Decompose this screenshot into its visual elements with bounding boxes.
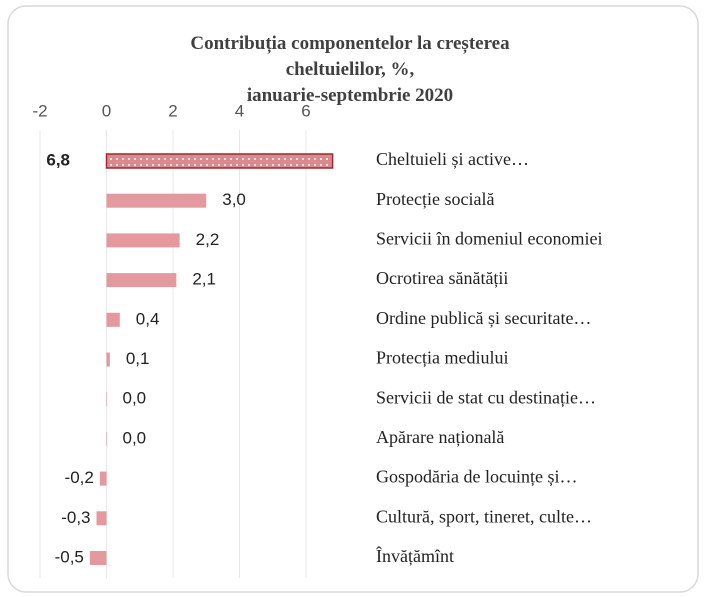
value-label: -0,2 — [65, 468, 94, 487]
category-label: Învățămînt — [376, 545, 454, 566]
x-tick-label: 2 — [168, 101, 177, 120]
value-label: 2,2 — [196, 230, 220, 249]
chart-title: Contribuția componentelor la creșterea ch… — [190, 33, 510, 106]
value-label: 0,0 — [123, 428, 147, 447]
bar — [106, 273, 177, 288]
bar — [106, 431, 107, 446]
bar — [89, 551, 107, 565]
value-label: 0,1 — [126, 349, 150, 368]
bar — [99, 471, 107, 486]
bar — [106, 392, 107, 407]
bar — [106, 312, 120, 327]
x-tick-label: -2 — [32, 101, 47, 120]
category-label: Protecție socială — [376, 189, 494, 209]
x-tick-label: 6 — [301, 101, 310, 120]
category-label: Ocrotirea sănătății — [376, 268, 508, 288]
chart-frame — [7, 5, 699, 593]
category-label: Ordine publică și securitate… — [376, 308, 591, 328]
category-label: Servicii în domeniul economiei — [376, 229, 602, 249]
x-tick-label: 0 — [102, 101, 111, 120]
bar — [106, 233, 180, 248]
value-label: 3,0 — [222, 190, 246, 209]
category-label: Protecția mediului — [376, 348, 508, 368]
value-label: 0,4 — [136, 309, 160, 328]
value-label: 0,0 — [123, 389, 147, 408]
value-label: -0,3 — [61, 508, 90, 527]
category-label: Gospodăria de locuințe și… — [376, 467, 577, 487]
bar — [106, 352, 110, 367]
value-label: 6,8 — [46, 150, 70, 169]
category-label: Cheltuieli și active… — [376, 149, 529, 169]
value-label: 2,1 — [192, 270, 216, 289]
category-label: Apărare națională — [376, 427, 504, 447]
bar — [106, 193, 207, 208]
bar — [96, 511, 107, 526]
category-label: Cultură, sport, tineret, culte… — [376, 506, 592, 526]
x-tick-label: 4 — [235, 101, 244, 120]
bar — [105, 153, 334, 169]
value-label: -0,5 — [55, 547, 84, 566]
category-label: Servicii de stat cu destinație… — [376, 387, 596, 407]
